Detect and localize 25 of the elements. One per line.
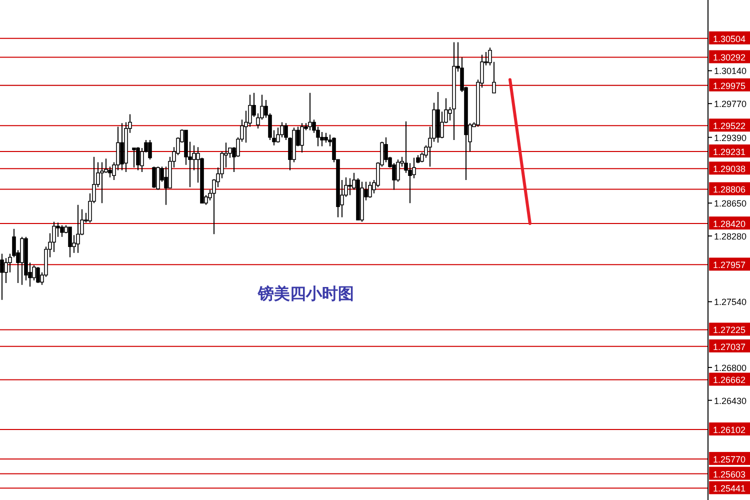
ref-line-label: 1.25441 [713,484,746,494]
ref-line-label: 1.29231 [713,146,746,157]
ref-line-label: 1.30504 [713,34,746,44]
ref-line-label: 1.25603 [713,469,746,480]
y-tick-label: 1.26800 [714,362,747,373]
ref-line-label: 1.27225 [713,325,746,336]
ref-line-label: 1.26662 [713,375,746,386]
y-tick-label: 1.28650 [714,198,747,209]
ref-line-label: 1.27037 [713,342,746,352]
ref-line-label: 1.25770 [713,454,746,464]
ref-line-label: 1.29975 [713,80,746,91]
annotation: 镑美四小时图 [257,284,354,303]
y-tick-label: 1.26430 [714,396,747,406]
ref-line-label: 1.28420 [713,219,746,230]
ref-line-label: 1.28806 [713,184,746,195]
y-tick-label: 1.28280 [714,231,747,242]
ref-line-label: 1.26102 [713,424,746,435]
ref-line-label: 1.29522 [713,121,746,132]
ref-line-label: 1.29038 [713,164,746,174]
ref-line-label: 1.30292 [713,52,746,63]
y-tick-label: 1.30140 [714,66,747,76]
ref-line-label: 1.27957 [713,260,746,270]
y-tick-label: 1.29390 [714,132,747,143]
y-tick-label: 1.29770 [714,99,747,110]
y-tick-label: 1.27540 [714,297,747,308]
